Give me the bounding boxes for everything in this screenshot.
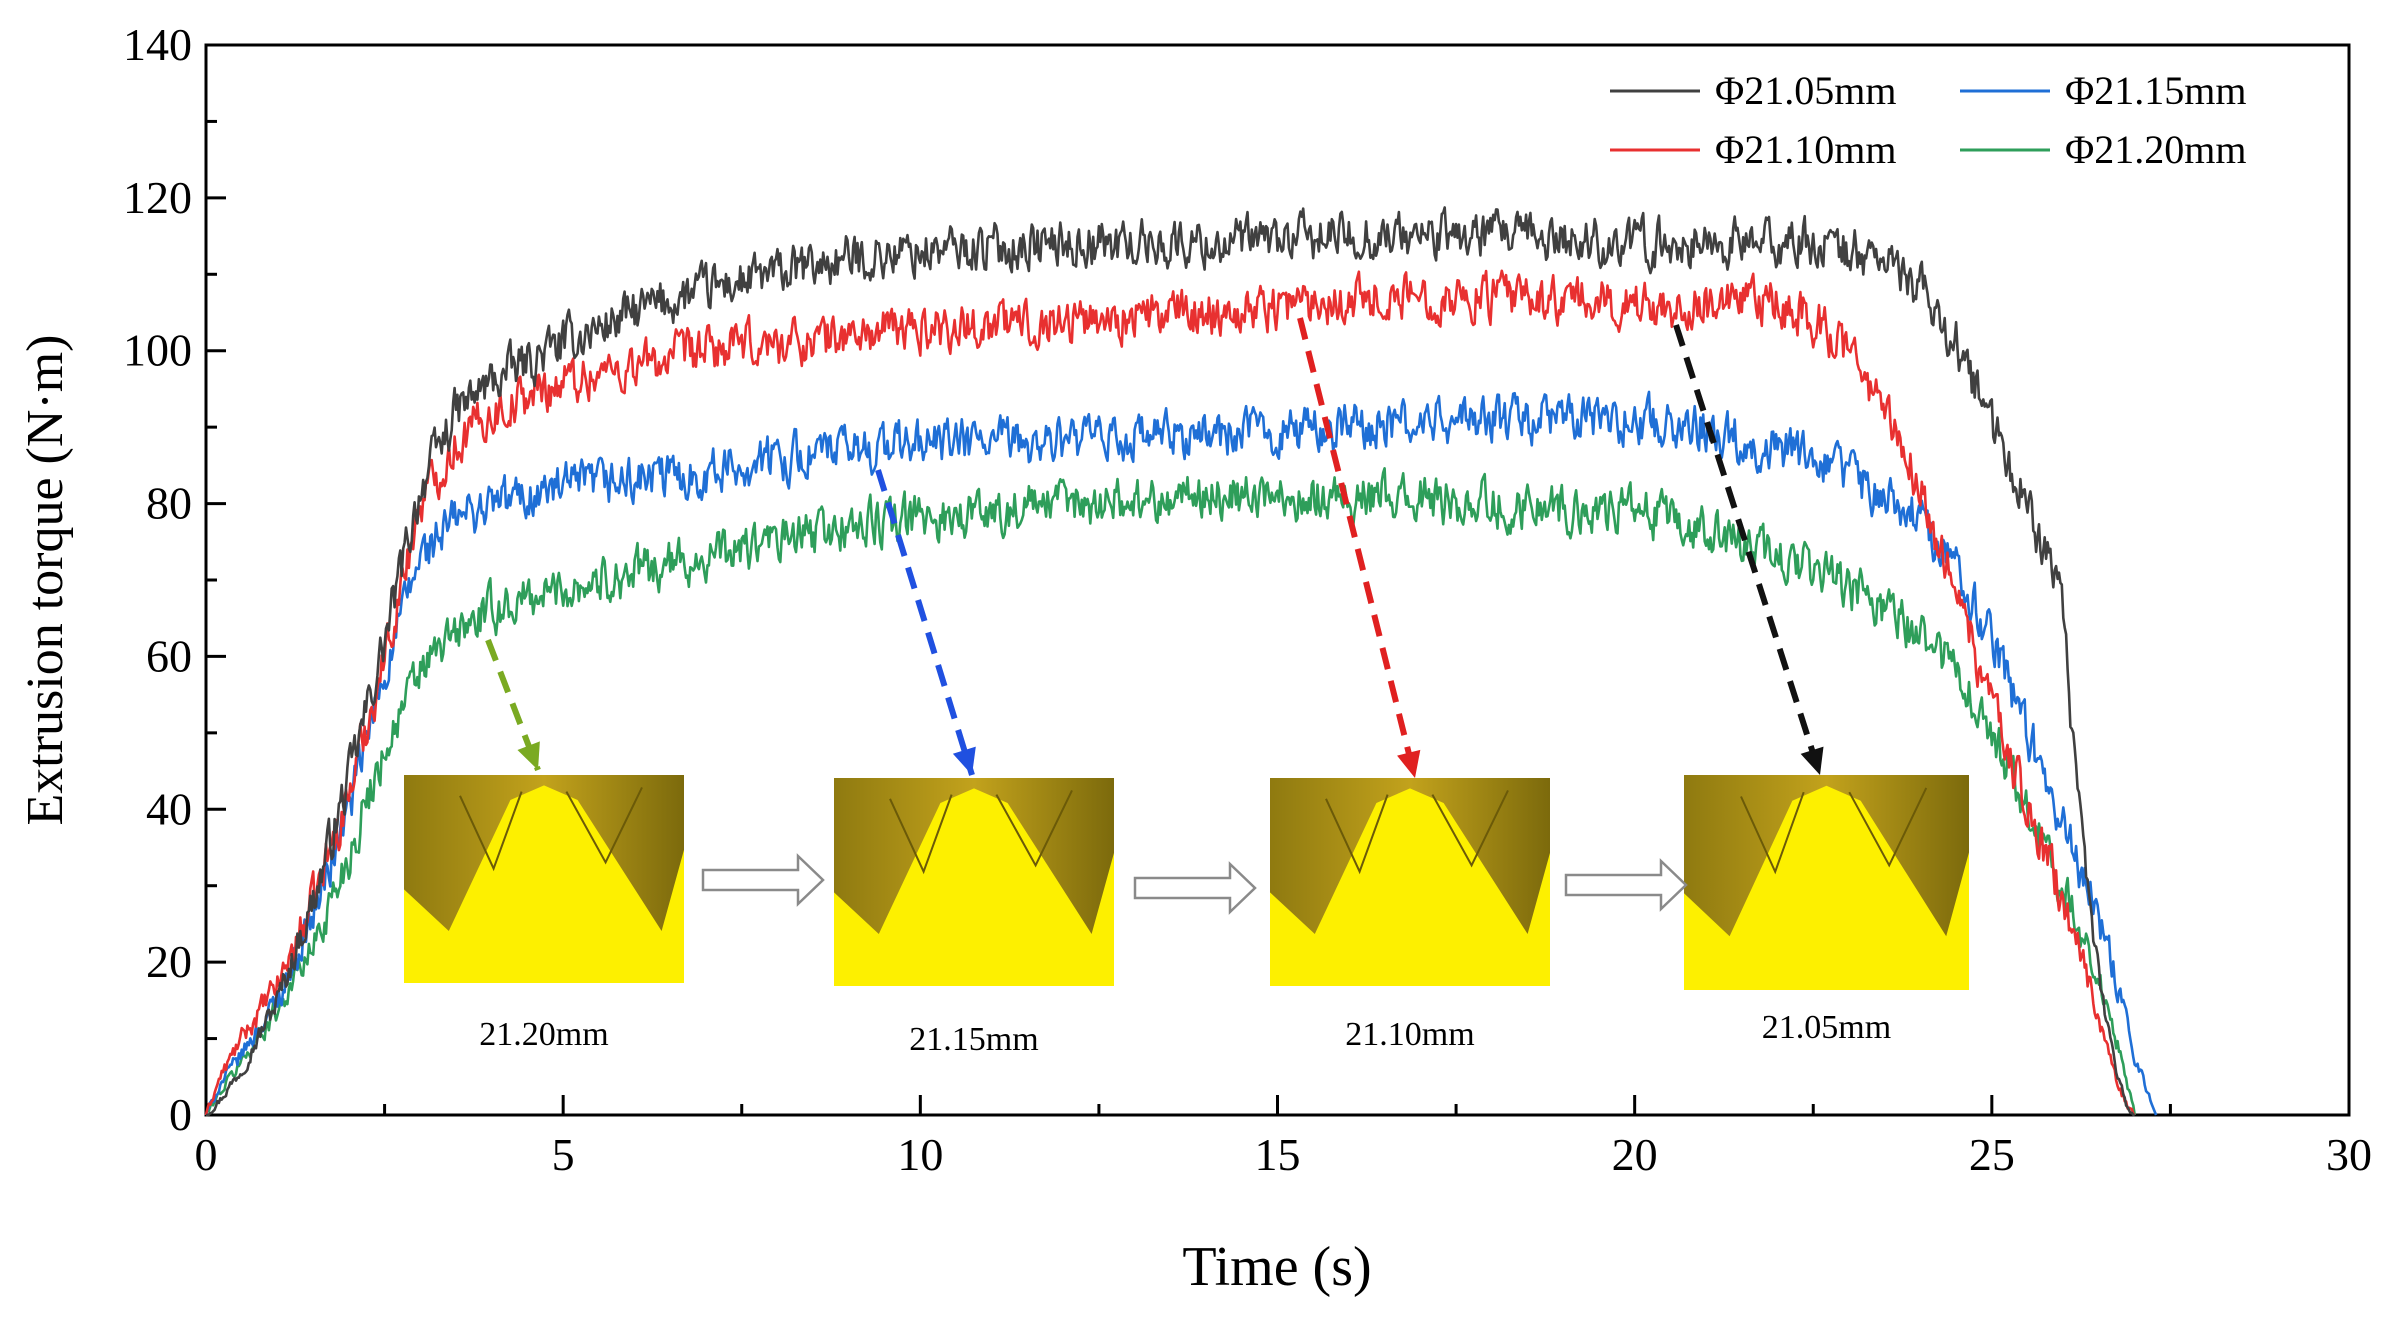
y-tick-label: 0 xyxy=(169,1089,192,1140)
die-shading xyxy=(459,791,523,872)
arrow-head xyxy=(952,746,976,775)
die-shading xyxy=(889,794,953,875)
x-tick-label: 20 xyxy=(1612,1129,1658,1180)
x-tick-label: 15 xyxy=(1255,1129,1301,1180)
die-shading xyxy=(995,790,1073,868)
y-tick-label: 140 xyxy=(123,19,192,70)
inset-die-image xyxy=(834,778,1114,986)
series-layer xyxy=(204,206,2158,1117)
y-tick-label: 40 xyxy=(146,783,192,834)
die-tooth-shape xyxy=(1270,778,1550,934)
dashed-arrow xyxy=(1673,324,1823,776)
x-tick-label: 10 xyxy=(897,1129,943,1180)
y-tick-label: 20 xyxy=(146,936,192,987)
x-tick-label: 30 xyxy=(2326,1129,2372,1180)
x-tick-label: 5 xyxy=(552,1129,575,1180)
y-axis-ticks: 0 20 40 60 80 100 120 140 xyxy=(123,19,226,1140)
die-tooth-shape xyxy=(834,778,1114,934)
x-axis-title: Time (s) xyxy=(1182,1236,1371,1298)
arrow-head xyxy=(1397,749,1421,778)
die-tooth-shape xyxy=(1684,775,1969,937)
die-shading xyxy=(565,787,643,865)
legend-label-21-10: Φ21.10mm xyxy=(1715,127,1896,172)
y-tick-label: 80 xyxy=(146,478,192,529)
x-tick-label: 0 xyxy=(195,1129,218,1180)
x-axis-ticks: 0 5 10 15 20 25 30 xyxy=(195,1095,2372,1180)
die-tooth-shape xyxy=(404,775,684,931)
die-shading xyxy=(1325,794,1389,875)
legend-label-21-15: Φ21.15mm xyxy=(2065,68,2246,113)
y-tick-label: 60 xyxy=(146,630,192,681)
y-tick-label: 120 xyxy=(123,172,192,223)
dashed-arrow xyxy=(875,469,975,776)
arrow-head xyxy=(1800,746,1824,775)
y-axis-title: Extrusion torque (N·m) xyxy=(17,334,74,825)
x-tick-label: 25 xyxy=(1969,1129,2015,1180)
series-line-2110 xyxy=(204,269,2136,1116)
inset-die-image xyxy=(1684,775,1969,990)
inset-label: 21.20mm xyxy=(479,1016,608,1053)
legend-label-21-05: Φ21.05mm xyxy=(1715,68,1896,113)
inset-die-image xyxy=(404,775,684,983)
die-shading xyxy=(1431,790,1509,868)
insets-layer: 21.20mm 21.15mm 21.10mm 21.05mm xyxy=(404,775,1969,1058)
y-tick-label: 100 xyxy=(123,325,192,376)
arrows-layer xyxy=(485,317,1824,779)
inset-die-image xyxy=(1270,778,1550,986)
series-line-2105 xyxy=(206,206,2135,1117)
die-shading xyxy=(1740,791,1805,875)
hollow-arrow xyxy=(1564,858,1688,912)
legend-label-21-20: Φ21.20mm xyxy=(2065,127,2246,172)
dashed-arrow xyxy=(1297,317,1418,779)
series-line-2120 xyxy=(204,466,2136,1116)
inset-label: 21.10mm xyxy=(1345,1016,1474,1053)
hollow-arrow xyxy=(1133,861,1257,915)
series-line-2115 xyxy=(204,390,2158,1116)
arrow-head xyxy=(517,741,540,770)
inset-label: 21.15mm xyxy=(909,1021,1038,1058)
die-shading xyxy=(1848,787,1928,868)
hollow-arrow xyxy=(701,853,825,907)
legend: Φ21.05mm Φ21.15mm Φ21.10mm Φ21.20mm xyxy=(1610,68,2246,172)
inset-label: 21.05mm xyxy=(1762,1009,1891,1046)
